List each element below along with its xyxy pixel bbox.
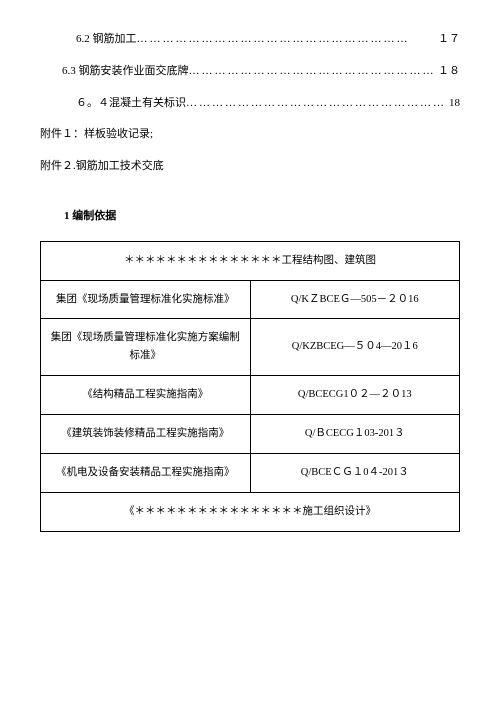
annex-line: 附件２.钢筋加工技术交底 (40, 157, 460, 177)
table-cell: 集团《现场质量管理标准化实施方案编制标准》 (41, 319, 251, 376)
toc-entry: ６。４混凝土有关标识 ……………………………………………………… 18 (40, 94, 460, 114)
table-cell: Q/ＢCECG１03-201３ (250, 415, 460, 454)
table-cell: Q/KZBCEG—５０4—20１6 (250, 319, 460, 376)
toc-page: １７ (436, 30, 460, 50)
table-row: 集团《现场质量管理标准化实施方案编制标准》 Q/KZBCEG—５０4—20１6 (41, 319, 460, 376)
table-row: 《机电及设备安装精品工程实施指南》 Q/BCEＣＧ１0４-201３ (41, 453, 460, 492)
table-cell: Q/KＺBCEＧ—505－２０16 (250, 280, 460, 319)
toc-dots: ……………………………………………………… (186, 94, 447, 114)
table-cell: 集团《现场质量管理标准化实施标准》 (41, 280, 251, 319)
section-heading: 1 编制依据 (40, 207, 460, 227)
table-cell: Q/BCEＣＧ１0４-201３ (250, 453, 460, 492)
table-cell: 《结构精品工程实施指南》 (41, 376, 251, 415)
table-cell: ＊＊＊＊＊＊＊＊＊＊＊＊＊＊＊工程结构图、建筑图 (41, 241, 460, 280)
toc-dots: ……………………………………………………… (189, 62, 437, 82)
toc-text: 6.3 钢筋安装作业面交底牌 (62, 62, 189, 82)
table-row: 《＊＊＊＊＊＊＊＊＊＊＊＊＊＊＊＊施工组织设计》 (41, 492, 460, 531)
table-row: ＊＊＊＊＊＊＊＊＊＊＊＊＊＊＊工程结构图、建筑图 (41, 241, 460, 280)
table-row: 《建筑装饰装修精品工程实施指南》 Q/ＢCECG１03-201３ (41, 415, 460, 454)
annex-line: 附件１：样板验收记录; (40, 125, 460, 145)
table-cell: Q/BCECG1０２—２０13 (250, 376, 460, 415)
basis-table: ＊＊＊＊＊＊＊＊＊＊＊＊＊＊＊工程结构图、建筑图 集团《现场质量管理标准化实施标… (40, 241, 460, 532)
table-row: 《结构精品工程实施指南》 Q/BCECG1０２—２０13 (41, 376, 460, 415)
table-cell: 《机电及设备安装精品工程实施指南》 (41, 453, 251, 492)
toc-text: 6.2 钢筋加工 (76, 30, 137, 50)
table-cell: 《＊＊＊＊＊＊＊＊＊＊＊＊＊＊＊＊施工组织设计》 (41, 492, 460, 531)
toc-text: ６。４混凝土有关标识 (76, 94, 186, 114)
toc-entry: 6.2 钢筋加工 ……………………………………………………… １７ (40, 30, 460, 50)
toc-page: １８ (436, 62, 460, 82)
toc-entry: 6.3 钢筋安装作业面交底牌 ……………………………………………………… １８ (40, 62, 460, 82)
toc-page: 18 (447, 94, 460, 114)
table-row: 集团《现场质量管理标准化实施标准》 Q/KＺBCEＧ—505－２０16 (41, 280, 460, 319)
table-cell: 《建筑装饰装修精品工程实施指南》 (41, 415, 251, 454)
toc-dots: ……………………………………………………… (137, 30, 437, 50)
